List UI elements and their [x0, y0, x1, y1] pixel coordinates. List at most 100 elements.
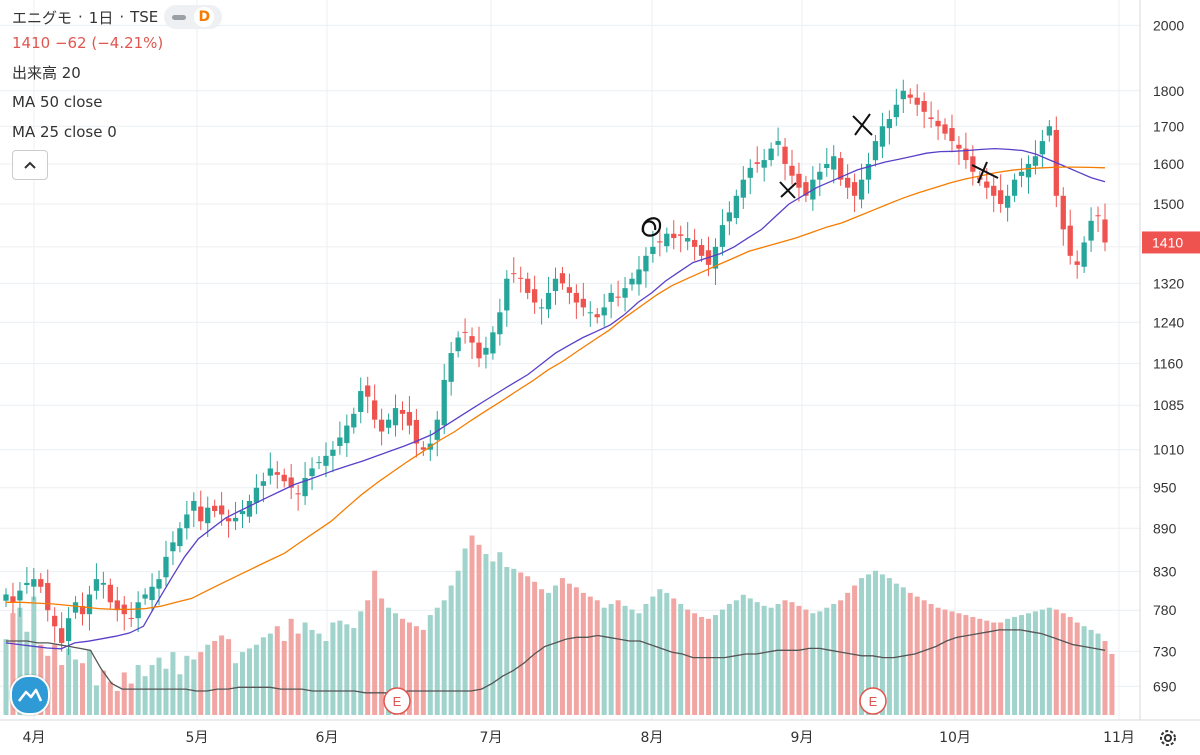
volume-bar: [768, 607, 774, 715]
volume-bar: [761, 605, 767, 715]
candle-body: [587, 312, 593, 314]
time-tick-label: 6月: [316, 730, 339, 746]
volume-bar: [594, 600, 600, 715]
candle-body: [365, 385, 371, 397]
volume-bar: [170, 652, 176, 715]
volume-bar: [490, 561, 496, 715]
volume-bar: [664, 592, 670, 715]
earnings-marker-label: E: [869, 694, 878, 709]
gear-icon[interactable]: [1157, 727, 1179, 749]
volume-bar: [866, 574, 872, 715]
volume-bar: [1053, 609, 1059, 715]
candle-body: [323, 455, 329, 466]
ma50-legend[interactable]: MA 50 close: [12, 93, 103, 111]
volume-bar: [831, 604, 837, 715]
tradingview-logo-icon[interactable]: [10, 675, 50, 715]
candle-body: [838, 158, 844, 180]
volume-bar: [1095, 633, 1101, 715]
volume-bar: [233, 663, 239, 715]
ma25-legend[interactable]: MA 25 close 0: [12, 123, 117, 141]
symbol-header[interactable]: エニグモ · 1日 · TSE D: [12, 5, 223, 29]
volume-bar: [852, 585, 858, 715]
volume-bar: [859, 578, 865, 715]
candle-body: [1088, 220, 1094, 241]
candle-body: [448, 353, 454, 382]
volume-bar: [274, 626, 280, 715]
volume-bar: [413, 626, 419, 715]
volume-bar: [636, 613, 642, 715]
earnings-marker-label: E: [393, 694, 402, 709]
collapse-legend-button[interactable]: [12, 150, 48, 180]
candle-body: [483, 347, 489, 355]
candle-body: [107, 584, 113, 603]
volume-bar: [441, 600, 447, 715]
candle-body: [504, 278, 510, 311]
volume-bar: [914, 596, 920, 715]
volume-bar: [337, 620, 343, 715]
volume-bar: [1005, 618, 1011, 715]
volume-bar: [643, 604, 649, 715]
candle-body: [1046, 126, 1052, 136]
candle-body: [490, 332, 496, 354]
logo-mark: [18, 688, 42, 702]
candle-body: [274, 472, 280, 475]
volume-bar: [1060, 613, 1066, 715]
volume-bar: [309, 629, 315, 715]
volume-bar: [10, 613, 16, 715]
data-source-pill[interactable]: D: [164, 5, 223, 29]
time-tick-label: 8月: [641, 730, 664, 746]
volume-bar: [302, 622, 308, 715]
volume-bar: [434, 607, 440, 715]
price-tick-label: 730: [1153, 643, 1177, 659]
candle-body: [949, 128, 955, 142]
volume-bar: [427, 615, 433, 715]
volume-bar: [796, 605, 802, 715]
candle-body: [86, 594, 93, 615]
volume-bar: [1067, 616, 1073, 715]
volume-bar: [100, 670, 106, 715]
candle-body: [24, 582, 30, 586]
candle-body: [900, 90, 906, 100]
candle-body: [1011, 179, 1018, 196]
volume-bar: [970, 616, 976, 715]
volume-bar: [706, 618, 712, 715]
candle-body: [664, 233, 670, 247]
price-tick-label: 890: [1153, 520, 1177, 536]
candle-body: [580, 298, 586, 308]
ma25-line: [6, 166, 1106, 611]
candle-body: [768, 148, 774, 161]
candle-body: [691, 239, 698, 247]
candle-body: [559, 273, 566, 284]
interval-label[interactable]: 1日: [88, 8, 114, 27]
volume-bar: [615, 600, 621, 715]
volume-bar: [559, 578, 565, 715]
candle-body: [657, 241, 663, 243]
volume-bar: [546, 592, 552, 715]
volume-bar: [246, 648, 252, 715]
candle-body: [796, 173, 802, 188]
candle-body: [191, 500, 197, 511]
volume-bar: [295, 633, 301, 715]
volume-bar: [198, 652, 204, 715]
earnings-marker[interactable]: [383, 687, 411, 715]
volume-bar: [650, 596, 656, 715]
candle-body: [434, 419, 440, 440]
volume-legend[interactable]: 出来高 20: [12, 64, 81, 82]
candle-body: [1025, 163, 1032, 178]
candle-body: [511, 273, 517, 275]
earnings-marker[interactable]: [859, 687, 887, 715]
volume-bar: [483, 554, 489, 715]
volume-bar: [358, 611, 364, 715]
candle-body: [260, 481, 267, 486]
candle-body: [3, 594, 9, 601]
volume-bar: [817, 611, 823, 715]
volume-bar: [399, 618, 405, 715]
volume-bar: [135, 665, 141, 715]
volume-bar: [692, 613, 698, 715]
candle-body: [698, 245, 705, 256]
volume-bar: [17, 607, 23, 715]
price-tick-label: 1600: [1153, 156, 1184, 172]
candle-body: [879, 126, 886, 147]
candle-body: [406, 411, 413, 426]
